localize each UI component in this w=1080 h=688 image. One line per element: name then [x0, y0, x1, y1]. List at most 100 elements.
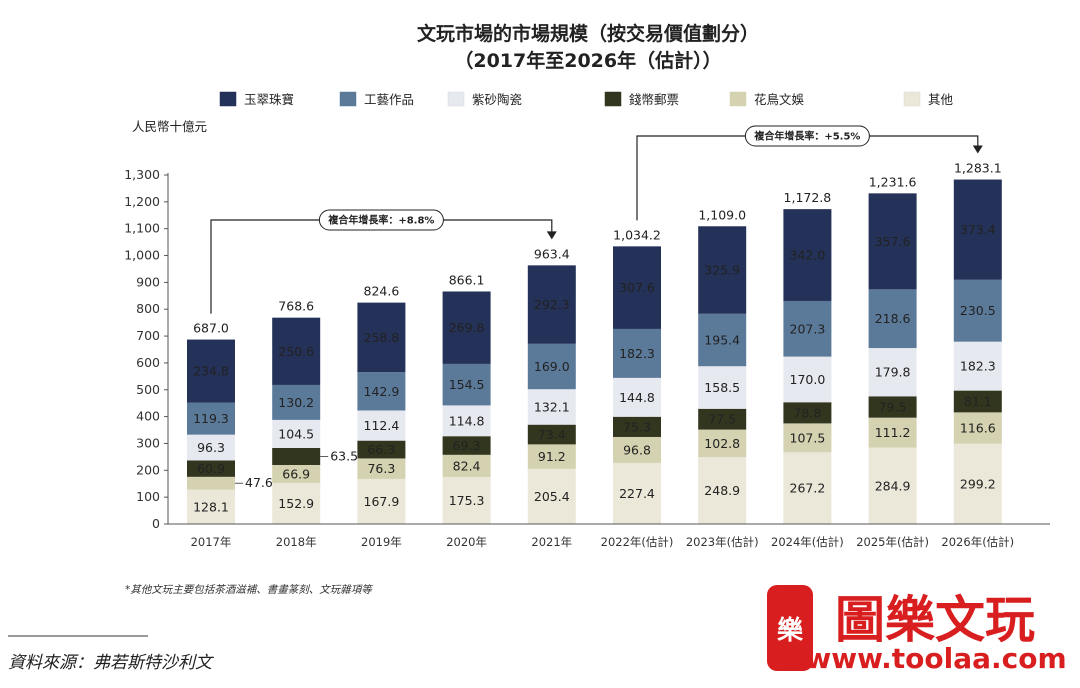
y-tick-label: 600	[136, 355, 160, 370]
y-tick-label: 200	[136, 462, 160, 477]
bar-stack: 284.9 111.2 79.5 179.8 218.6 357.6 1,231.6	[868, 174, 917, 524]
bar-segment	[613, 246, 661, 329]
data-label: 91.2	[538, 449, 566, 464]
bar-segment	[527, 389, 576, 425]
y-tick-label: 100	[136, 489, 160, 504]
bar-segment	[272, 384, 321, 420]
bar-segment	[868, 396, 917, 418]
legend-swatch	[339, 91, 357, 107]
bar-segment	[868, 289, 917, 349]
bar-stack: 128.1 47.6 60.9 96.3 119.3 234.8 687.0	[187, 321, 273, 524]
cagr-arrowhead	[546, 231, 557, 240]
bar-segment	[527, 424, 576, 445]
data-label: 104.5	[278, 426, 314, 441]
bar-segment	[357, 302, 406, 373]
watermark-url: www.toolaa.com	[805, 642, 1066, 675]
data-label: 63.5	[330, 448, 358, 463]
total-label: 1,283.1	[954, 161, 1002, 176]
data-label: 227.4	[619, 486, 655, 501]
cagr-bracket	[636, 135, 979, 221]
cagr-arrowhead	[972, 145, 983, 154]
data-label: 175.3	[449, 493, 485, 508]
legend-label: 紫砂陶瓷	[472, 92, 522, 107]
bar-segment	[698, 429, 747, 458]
data-label: 230.5	[960, 303, 996, 318]
bar-segment	[272, 447, 321, 465]
bar-segment	[613, 328, 661, 378]
x-axis: 2017年 2018年 2019年 2020年 2021年 2022年(估計) 2023年(…	[168, 523, 1050, 549]
total-label: 1,109.0	[698, 207, 746, 222]
data-label: 373.4	[960, 222, 996, 237]
data-label: 81.1	[964, 394, 992, 409]
bar-stack: 205.4 91.2 73.4 132.1 169.0 292.3 963.4	[527, 246, 576, 524]
x-tick-label: 2021年	[531, 535, 572, 549]
bar-segment	[613, 436, 661, 463]
bar-segment	[868, 348, 917, 397]
chart-title: 文玩市場的市場規模（按交易價值劃分）	[417, 22, 759, 45]
bar-segment	[783, 300, 832, 357]
total-label: 1,231.6	[869, 174, 917, 189]
data-label: 258.8	[364, 330, 400, 345]
bar-segment	[698, 366, 747, 409]
bar-stack: 175.3 82.4 69.3 114.8 154.5 269.8 866.1	[442, 272, 491, 524]
bar-segment	[783, 402, 832, 424]
bar-segment	[698, 226, 747, 314]
bar-segment	[868, 193, 917, 290]
data-label: 167.9	[364, 494, 400, 509]
bar-segment	[187, 489, 235, 524]
bar-segment	[527, 343, 576, 390]
bar-segment	[527, 444, 576, 469]
data-label: 357.6	[875, 234, 911, 249]
cagr-bracket	[210, 219, 553, 314]
data-label: 179.8	[875, 365, 911, 380]
bar-segment	[357, 410, 406, 441]
x-tick-label: 2020年	[446, 535, 487, 549]
cagr-pill	[318, 209, 444, 231]
bar-segment	[698, 313, 747, 367]
data-label: 75.3	[623, 419, 651, 434]
legend-label: 花鳥文娛	[754, 92, 804, 107]
data-label: 76.3	[367, 461, 395, 476]
bar-segment	[527, 468, 576, 524]
data-label: 182.3	[960, 359, 996, 374]
data-label: 47.6	[245, 475, 273, 490]
total-label: 1,034.2	[613, 227, 661, 242]
footnote: *其他文玩主要包括茶酒滋補、書畫篆刻、文玩雜項等	[125, 584, 373, 596]
bar-segment	[527, 265, 576, 344]
data-label: 102.8	[704, 436, 740, 451]
bar-segment	[442, 436, 491, 455]
bar-segment	[613, 377, 661, 417]
bar-segment	[953, 341, 1002, 391]
bar-stack: 152.9 66.9 63.5 104.5 130.2 250.6 768.6	[272, 299, 358, 524]
chart-subtitle: （2017年至2026年（估計））	[454, 49, 721, 72]
y-axis: 0 100 200 300 400 500 600 700 800 900 1,000 1,100 1,…	[124, 167, 169, 531]
bar-segment	[442, 363, 491, 406]
data-label: 111.2	[875, 425, 911, 440]
data-label: 60.9	[197, 461, 225, 476]
cagr-annotation: 複合年增長率：+8.8%	[210, 209, 557, 314]
data-label: 292.3	[534, 297, 570, 312]
bar-segment	[613, 416, 661, 437]
source-text: 資料來源：弗若斯特沙利文	[8, 653, 215, 673]
legend-label: 玉翠珠寶	[244, 92, 294, 107]
bar-segment	[442, 405, 491, 437]
x-tick-label: 2024年(估計)	[771, 535, 844, 549]
bar-segment	[187, 460, 235, 477]
data-label: 325.9	[704, 263, 740, 278]
data-label: 119.3	[193, 411, 229, 426]
data-label: 207.3	[790, 321, 826, 336]
y-tick-label: 500	[136, 382, 160, 397]
cagr-annotations: 複合年增長率：+8.8% 複合年增長率：+5.5%	[210, 125, 983, 314]
data-label: 342.0	[790, 248, 826, 263]
bar-segment	[442, 476, 491, 524]
bar-stack: 267.2 107.5 78.8 170.0 207.3 342.0 1,172.8	[783, 190, 832, 524]
y-tick-label: 1,000	[124, 248, 160, 263]
y-tick-label: 300	[136, 435, 160, 450]
data-label: 169.0	[534, 359, 570, 374]
y-tick-label: 1,200	[124, 194, 160, 209]
total-label: 963.4	[534, 246, 570, 261]
bar-segment	[783, 356, 832, 403]
y-tick-label: 700	[136, 328, 160, 343]
bar-segment	[868, 417, 917, 448]
